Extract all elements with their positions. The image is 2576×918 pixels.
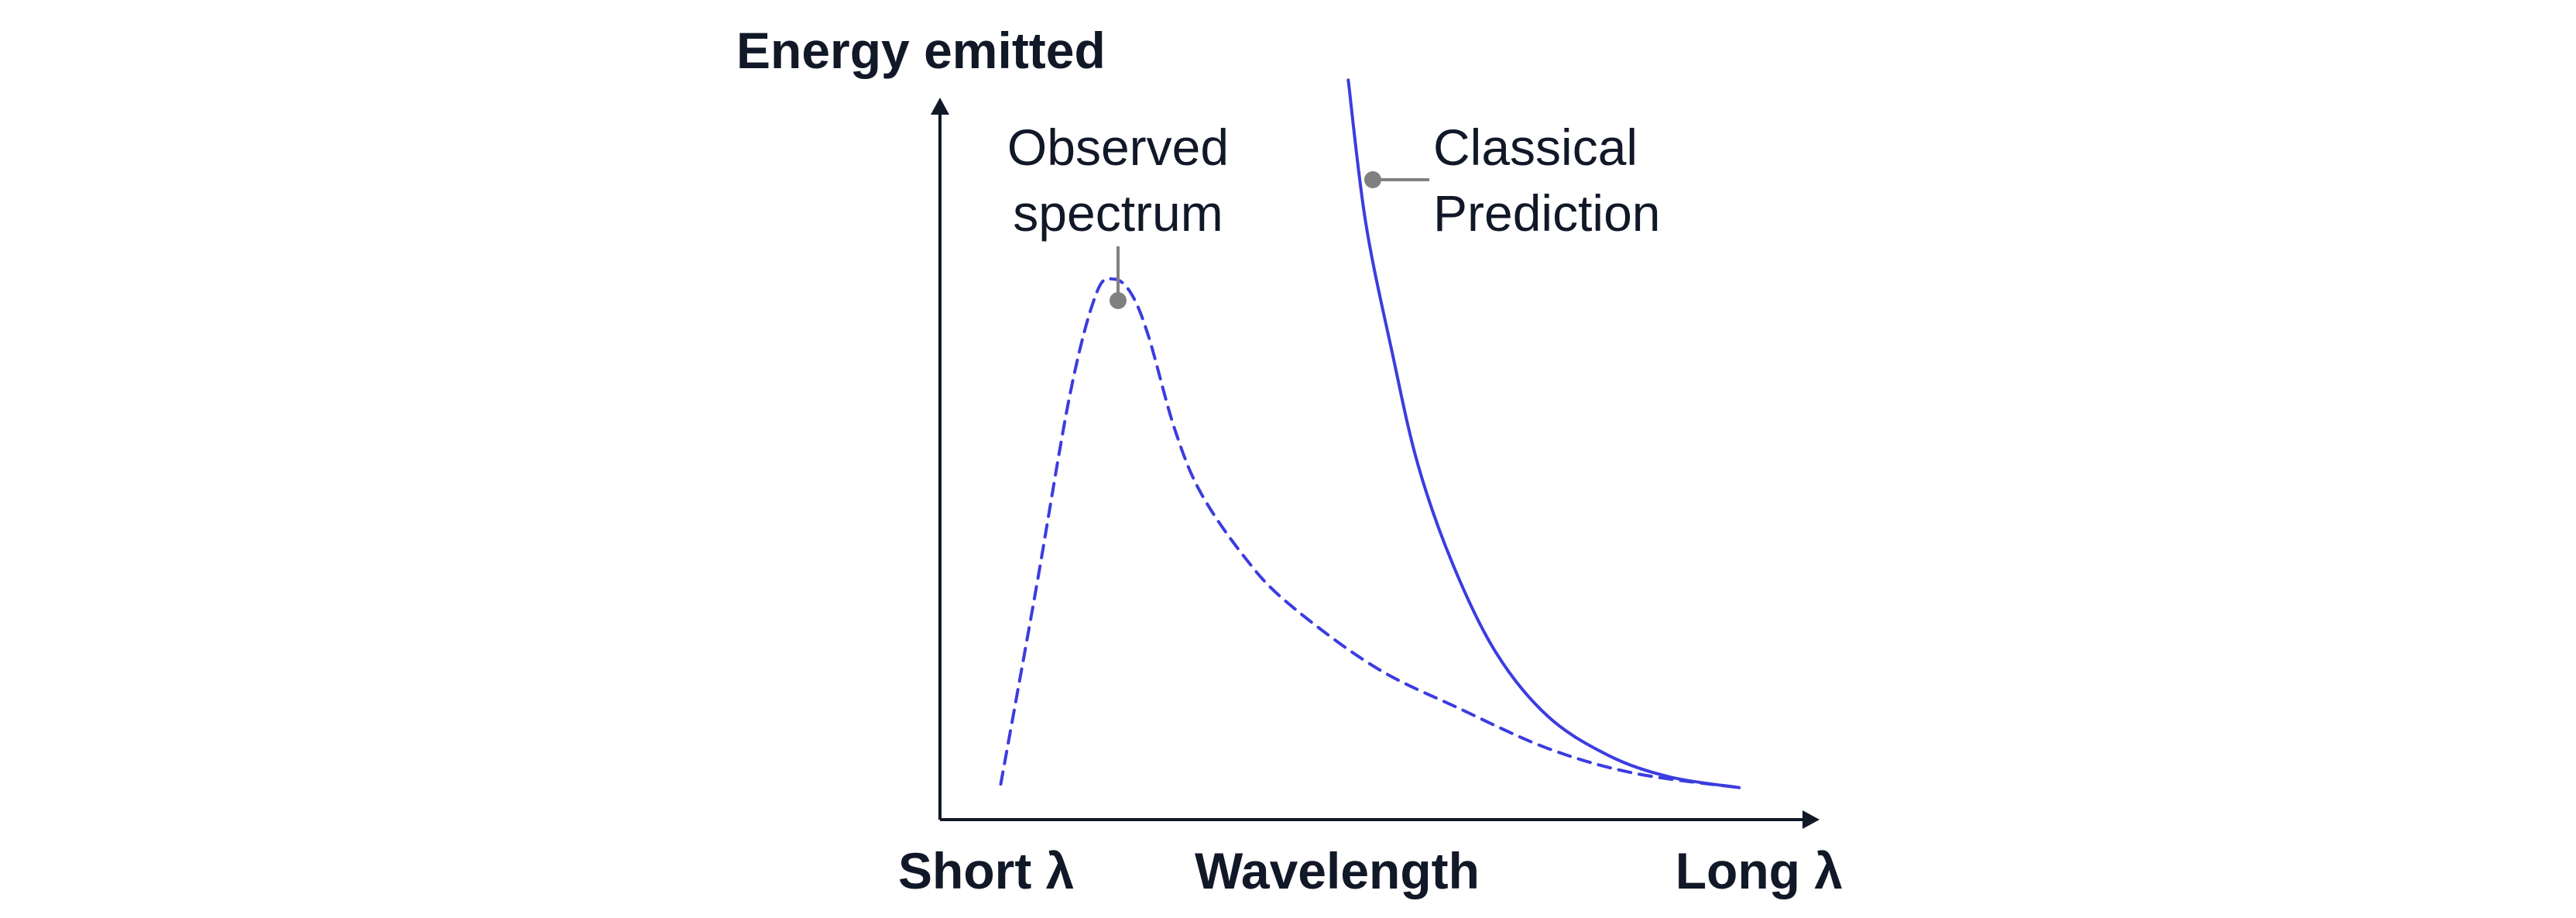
annotation-classical-line-2: Prediction [1433, 184, 1661, 242]
x-tick-label-end: Long λ [1676, 842, 1843, 899]
x-axis-title: Wavelength [1195, 842, 1480, 899]
y-axis-arrow-icon [931, 98, 949, 115]
annotation-classical: Classical Prediction [1364, 119, 1661, 242]
annotation-observed: Observed spectrum [1007, 119, 1229, 309]
series-line-classical [1346, 78, 1741, 789]
annotation-observed-line-2: spectrum [1013, 184, 1223, 242]
annotation-classical-marker [1364, 171, 1381, 188]
x-tick-label-start: Short λ [898, 842, 1074, 899]
x-axis-arrow-icon [1803, 810, 1820, 829]
annotation-observed-marker [1110, 292, 1127, 309]
annotation-classical-line-1: Classical [1433, 119, 1638, 176]
series-layer [999, 78, 1741, 789]
y-axis-title: Energy emitted [736, 22, 1106, 79]
series-line-observed [999, 277, 1741, 789]
annotation-observed-line-1: Observed [1007, 119, 1229, 176]
